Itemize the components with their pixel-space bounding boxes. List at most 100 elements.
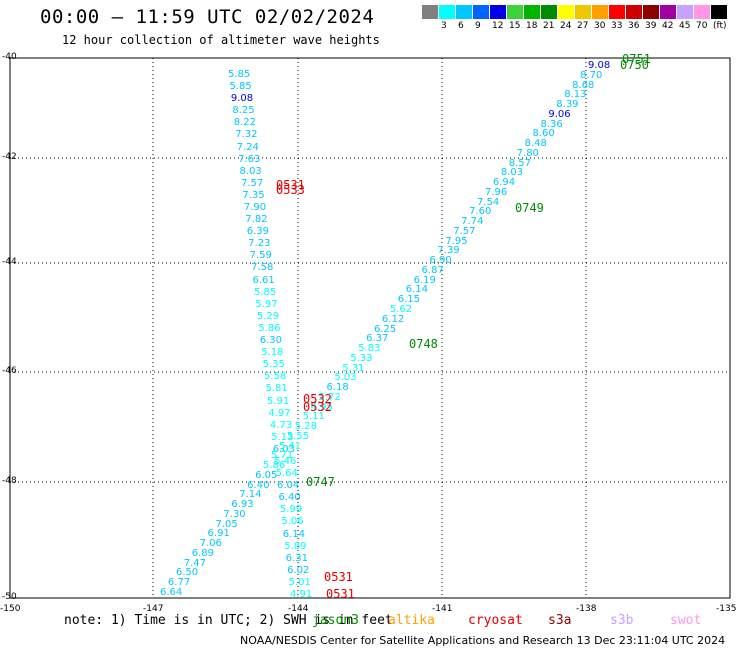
legend-swatch-label: 36 — [628, 21, 640, 31]
wave-height-value: 6.04 — [277, 480, 300, 492]
wave-height-value: 7.58 — [251, 262, 274, 274]
wave-height-value: 7.24 — [236, 141, 259, 153]
pass-time-label: 0533 — [276, 183, 305, 197]
legend-swot: swot — [670, 613, 702, 628]
wave-height-value: 6.31 — [285, 552, 308, 564]
wave-height-value: 8.70 — [580, 69, 603, 81]
wave-height-value: 8.68 — [572, 79, 595, 91]
wave-height-value: 6.61 — [252, 274, 275, 286]
pass-time-label: 0531 — [324, 570, 353, 584]
wave-height-value: 7.30 — [223, 508, 246, 520]
wave-height-value: 7.57 — [240, 177, 264, 189]
lon-label: -144 — [288, 604, 309, 614]
legend-swatch — [575, 5, 591, 19]
wave-height-value: 6.25 — [374, 323, 397, 335]
legend-s3a: s3a — [548, 613, 572, 628]
wave-height-value: 5.62 — [389, 303, 413, 315]
wave-height-value: 4.95 — [310, 401, 333, 413]
wave-height-value: 7.95 — [445, 235, 468, 247]
wave-height-value: 6.03 — [272, 443, 295, 455]
wave-height-value: 7.59 — [249, 250, 272, 262]
wave-height-value: 7.35 — [242, 189, 265, 201]
pass-time-label: 0748 — [409, 337, 438, 351]
legend-swatch-label: 15 — [509, 21, 521, 31]
legend-s3b: s3b — [610, 613, 634, 628]
legend-jason3: jason3 — [312, 613, 359, 628]
wave-height-value: 4.97 — [268, 407, 291, 419]
wave-height-value: 5.91 — [266, 395, 290, 407]
wave-height-value: 9.08 — [588, 60, 611, 71]
wave-height-value: 5.13 — [271, 431, 294, 443]
wave-height-value: 6.02 — [287, 564, 310, 576]
wave-height-value: 7.74 — [461, 216, 484, 228]
legend-swatch — [507, 5, 523, 19]
wave-height-value: 6.37 — [366, 333, 389, 345]
lat-label: -42 — [2, 152, 17, 162]
legend-swatch-label: 18 — [526, 21, 538, 31]
wave-height-value: 5.33 — [350, 352, 373, 364]
legend-swatch — [490, 5, 506, 19]
legend-swatch-label: 45 — [679, 21, 691, 31]
wave-height-value: 9.06 — [548, 108, 571, 120]
wave-height-value: 5.29 — [256, 310, 280, 322]
wave-height-value: 5.86 — [258, 322, 281, 334]
wave-height-value: 7.05 — [215, 518, 238, 530]
legend-altika: altika — [388, 613, 435, 628]
lon-label: -147 — [143, 604, 164, 614]
wave-height-value: 6.64 — [160, 587, 183, 598]
wave-height-value: 6.19 — [413, 274, 436, 286]
wave-height-value: 5.85 — [253, 286, 277, 298]
wave-height-value: 5.85 — [229, 81, 252, 93]
legend-swatch-label: 12 — [492, 21, 504, 31]
pass-time-label: 0532 — [303, 392, 332, 406]
wave-height-value: 5.41 — [278, 440, 302, 452]
legend-swatch-label: 27 — [577, 21, 589, 31]
wave-height-value: 6.89 — [191, 547, 214, 559]
legend-swatch-label: 21 — [543, 21, 555, 31]
wave-height-value: 5.58 — [264, 371, 287, 383]
wave-height-value: 6.14 — [405, 284, 428, 296]
legend-swatch — [439, 5, 455, 19]
legend-swatch-label: 33 — [611, 21, 623, 31]
wave-height-value: 5.11 — [302, 411, 325, 423]
wave-height-value: 7.57 — [453, 225, 476, 237]
lat-label: -44 — [2, 257, 17, 267]
wave-height-value: 6.87 — [421, 264, 444, 276]
wave-height-value: 6.77 — [167, 577, 191, 589]
legend-swatch — [626, 5, 642, 19]
legend-swatch — [643, 5, 659, 19]
wave-height-value: 6.39 — [246, 226, 269, 238]
lat-label: -46 — [2, 366, 17, 376]
lon-label: -135 — [716, 604, 737, 614]
wave-height-value: 5.64 — [275, 468, 298, 480]
wave-height-value: 6.93 — [231, 499, 254, 511]
legend-swatch-label: 3 — [441, 21, 447, 31]
wave-height-value: 7.90 — [243, 202, 267, 214]
wave-height-value: 6.15 — [397, 294, 421, 306]
footer-credit: NOAA/NESDIS Center for Satellite Applica… — [240, 634, 726, 647]
wave-height-value: 7.39 — [437, 245, 460, 257]
wave-height-value: 5.18 — [261, 347, 284, 359]
wave-height-value: 6.40 — [278, 492, 301, 504]
wave-height-value: 6.18 — [326, 382, 349, 394]
legend-swatch-label: 24 — [560, 21, 572, 31]
legend-swatch — [677, 5, 693, 19]
plot-frame — [9, 57, 731, 599]
pass-time-label: 0531 — [326, 587, 355, 601]
wave-height-value: 5.99 — [279, 504, 303, 516]
wave-height-value: 7.06 — [199, 538, 222, 550]
lat-label: -50 — [2, 592, 17, 602]
wave-height-value: 4.73 — [269, 419, 293, 431]
wave-height-value: 8.22 — [233, 117, 257, 129]
legend-swatch — [660, 5, 676, 19]
wave-height-value: 7.60 — [469, 206, 492, 218]
wave-height-value: 8.39 — [556, 99, 579, 111]
page-title: 00:00 – 11:59 UTC 02/02/2024 — [40, 6, 375, 28]
wave-height-value: 5.86 — [263, 460, 286, 472]
legend-swatch — [558, 5, 574, 19]
legend-swatch-label: 30 — [594, 21, 606, 31]
legend-swatch-label: 9 — [475, 21, 481, 31]
wave-height-value: 5.35 — [262, 359, 285, 371]
legend-swatch — [592, 5, 608, 19]
